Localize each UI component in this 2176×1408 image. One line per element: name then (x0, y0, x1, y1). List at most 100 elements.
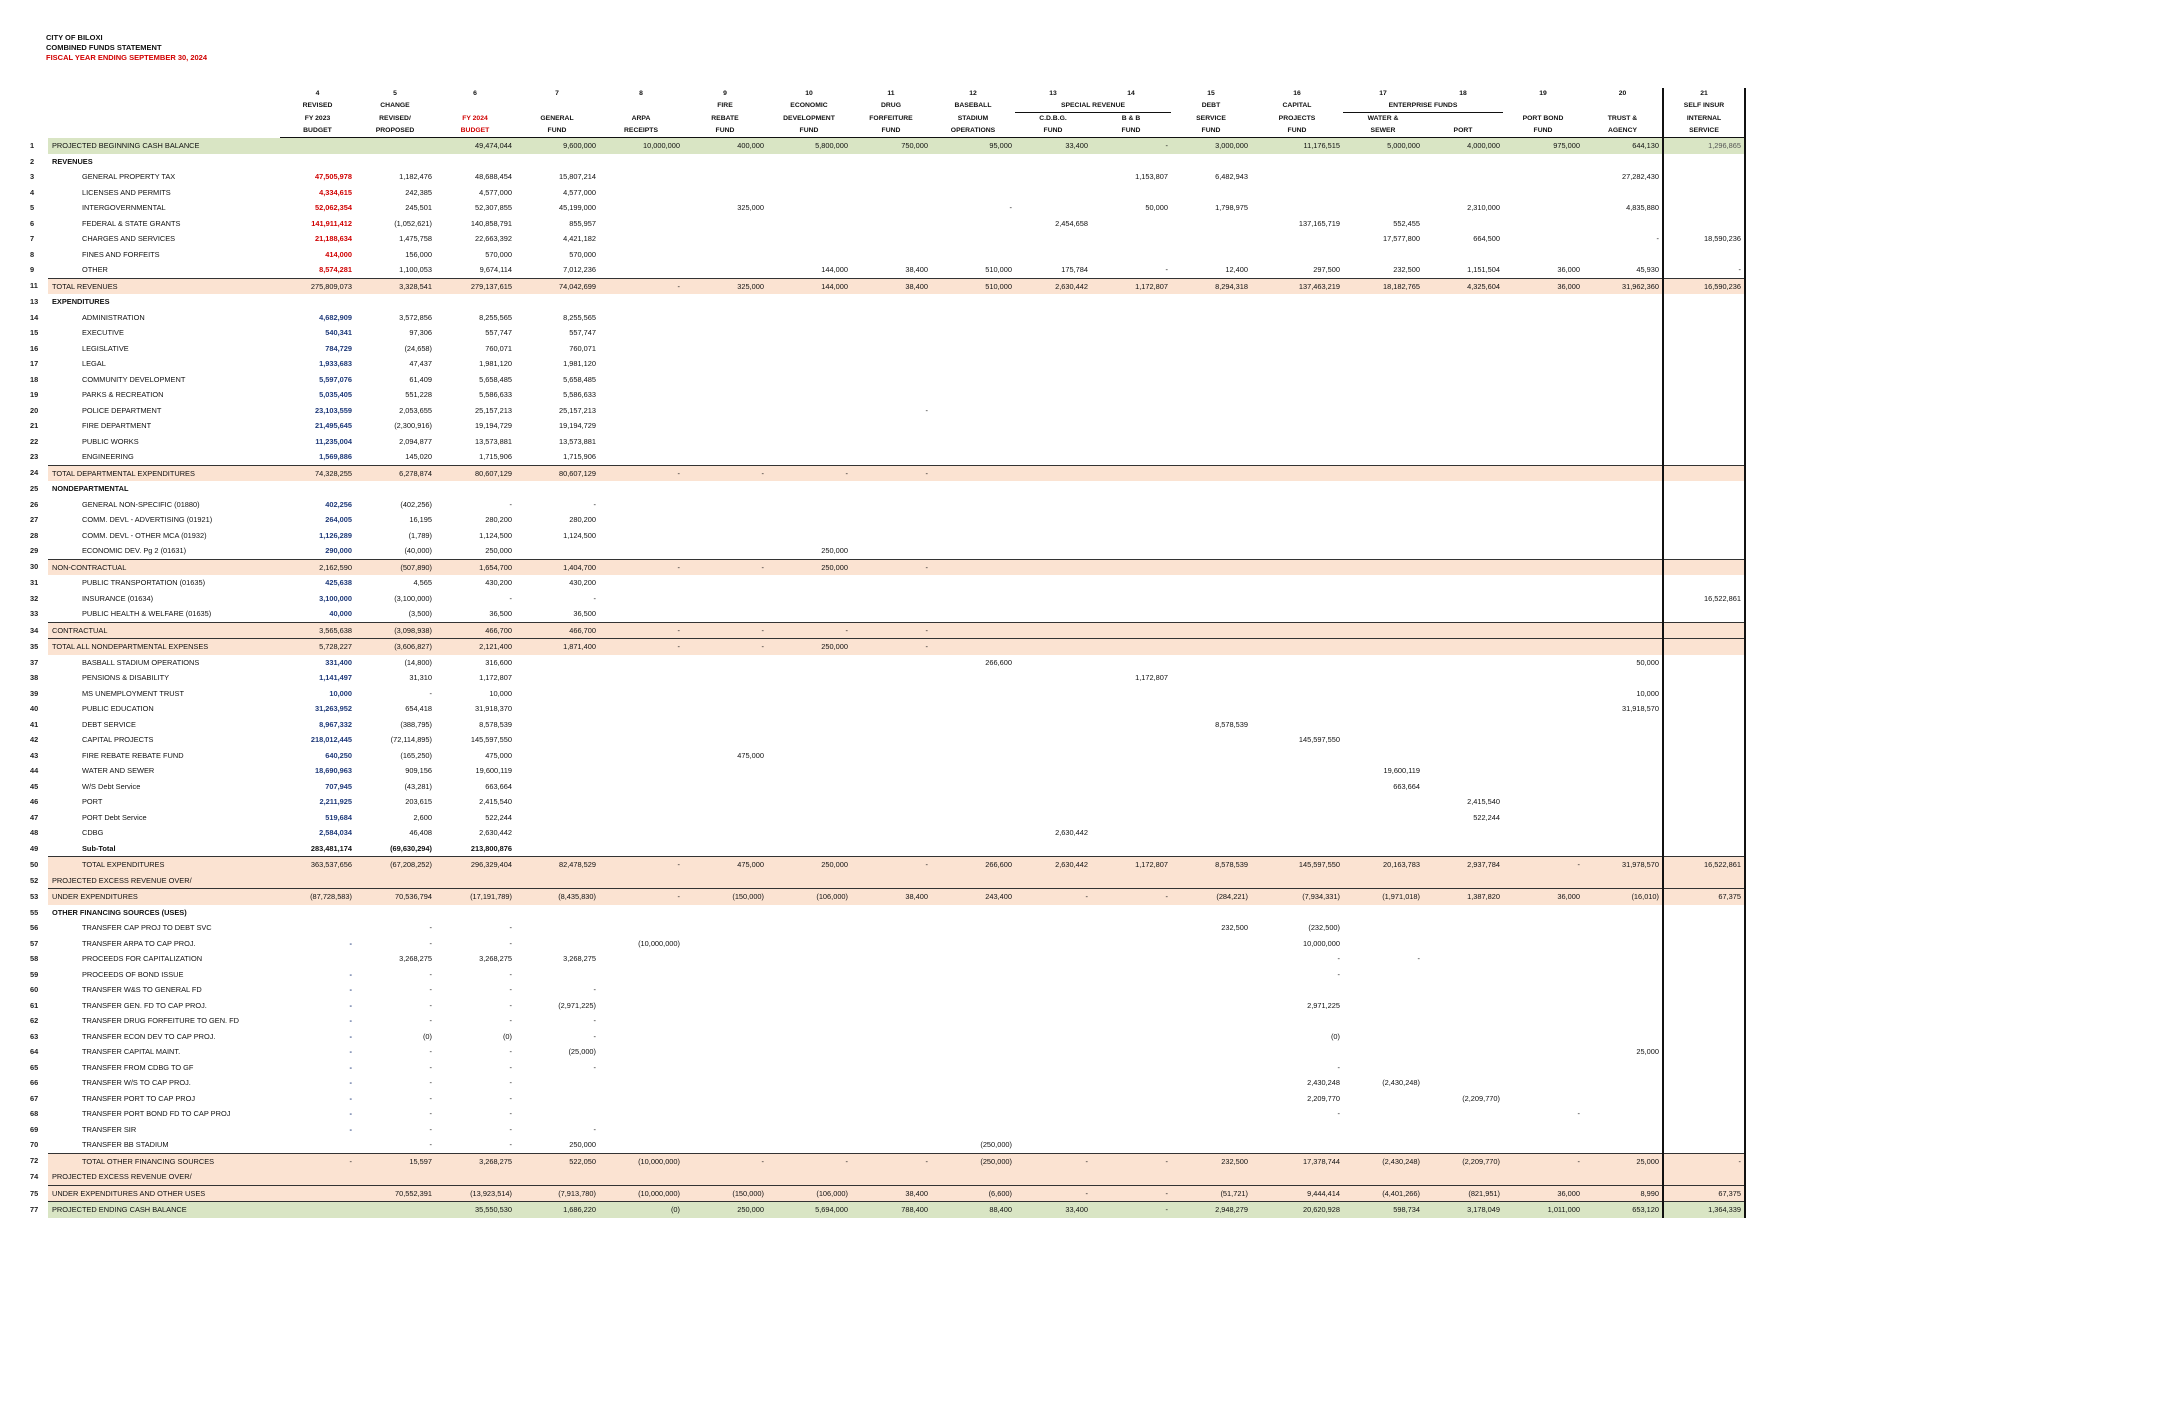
cell-value (1503, 763, 1583, 779)
cell-value (1662, 371, 1746, 387)
cell-value (683, 325, 767, 341)
cell-value (1662, 794, 1746, 810)
cell-value: - (429, 985, 432, 994)
cell-value (1423, 872, 1503, 889)
cell-value (931, 231, 1015, 247)
column-header: BASEBALL (954, 102, 992, 110)
cell-value: 552,455 (1393, 218, 1420, 228)
cell-value: 2,600 (413, 812, 433, 822)
cell-value: 1,715,906 (479, 452, 512, 461)
cell-value (1251, 621, 1343, 639)
cell-value (1251, 670, 1343, 686)
cell-value: 33,400 (1015, 137, 1091, 154)
cell-value (1251, 717, 1343, 733)
cell-value (1662, 169, 1746, 185)
cell-value (931, 670, 1015, 686)
cell-value (851, 1029, 931, 1045)
row-label: ENGINEERING (82, 452, 134, 461)
cell-value (1423, 325, 1503, 341)
cell-value: 20,620,928 (1251, 1201, 1343, 1218)
cell-value: 4,577,000 (479, 187, 512, 197)
cell-value (851, 497, 931, 513)
cell-value (1423, 434, 1503, 450)
cell-value (767, 779, 851, 795)
cell-value: 50,000 (1636, 657, 1659, 667)
cell-value: 10,000 (329, 688, 352, 698)
line-number: 16 (30, 343, 39, 353)
row-label: COMMUNITY DEVELOPMENT (82, 374, 186, 384)
cell-value (1343, 1029, 1423, 1045)
cell-value (599, 169, 683, 185)
cell-value (1091, 686, 1171, 702)
column-header: INTERNAL (1662, 112, 1746, 125)
cell-value (683, 185, 767, 201)
cell-value (1503, 936, 1583, 952)
cell-value (1091, 701, 1171, 717)
table-row: 4 LICENSES AND PERMITS 4,334,615 242,385 4,5… (30, 184, 1746, 201)
cell-value (1015, 905, 1091, 921)
cell-value (1091, 763, 1171, 779)
cell-value: 88,400 (931, 1201, 1015, 1218)
cell-value: (1,052,621) (394, 218, 432, 228)
cell-value (767, 732, 851, 748)
cell-value: 70,552,391 (355, 1184, 435, 1202)
cell-value: (165,250) (400, 750, 432, 760)
row-label: LEGISLATIVE (82, 343, 129, 353)
cell-value: 279,137,615 (435, 277, 515, 294)
row-label: TRANSFER FROM CDBG TO GF (82, 1062, 194, 1072)
cell-value: (0) (422, 1031, 432, 1041)
cell-value (851, 310, 931, 326)
cell-value: - (429, 688, 432, 698)
cell-value: 1,126,289 (319, 530, 352, 540)
column-header: PORT (1423, 125, 1503, 138)
cell-value (851, 779, 931, 795)
cell-value (851, 982, 931, 998)
cell-value (515, 967, 599, 983)
cell-value (767, 1060, 851, 1076)
cell-value: 250,000 (821, 546, 848, 555)
cell-value: 2,415,540 (1467, 797, 1500, 806)
cell-value (1583, 591, 1663, 607)
cell-value (1091, 1091, 1171, 1107)
cell-value (1503, 591, 1583, 607)
cell-value (1423, 763, 1503, 779)
cell-value (1503, 841, 1583, 857)
cell-value (1015, 497, 1091, 513)
cell-value (1662, 997, 1746, 1013)
cell-value (515, 841, 599, 857)
row-label: TRANSFER BB STADIUM (82, 1140, 169, 1149)
line-number: 15 (30, 328, 39, 337)
cell-value (1091, 449, 1171, 465)
cell-value (767, 247, 851, 263)
cell-value (931, 951, 1015, 967)
cell-value (931, 216, 1015, 232)
cell-value (767, 655, 851, 671)
line-number: 70 (30, 1140, 39, 1150)
line-number: 63 (30, 1031, 39, 1041)
cell-value (851, 1122, 931, 1138)
cell-value (931, 1029, 1015, 1045)
cell-value (1423, 575, 1503, 591)
cell-value (1343, 543, 1423, 559)
cell-value: 280,200 (485, 515, 512, 524)
row-label: COMM. DEVL - ADVERTISING (01921) (82, 515, 213, 524)
cell-value (1583, 543, 1663, 559)
cell-value (1583, 794, 1663, 810)
cell-value (1015, 1137, 1091, 1153)
row-label: UNDER EXPENDITURES AND OTHER USES (48, 1184, 280, 1202)
cell-value (1343, 670, 1423, 686)
cell-value: - (349, 1047, 352, 1056)
column-number: 11 (887, 90, 895, 97)
cell-value (1503, 920, 1583, 936)
cell-value: 47,505,978 (315, 172, 352, 181)
cell-value: 363,537,656 (280, 856, 355, 873)
cell-value: 36,000 (1503, 1184, 1583, 1202)
row-label: WATER AND SEWER (82, 766, 155, 775)
table-row: 2 REVENUES (30, 153, 1746, 169)
cell-value (1662, 294, 1746, 310)
cell-value (1091, 967, 1171, 983)
cell-value (1251, 575, 1343, 591)
cell-value (1015, 951, 1091, 967)
cell-value (931, 543, 1015, 559)
cell-value: 266,600 (931, 856, 1015, 873)
